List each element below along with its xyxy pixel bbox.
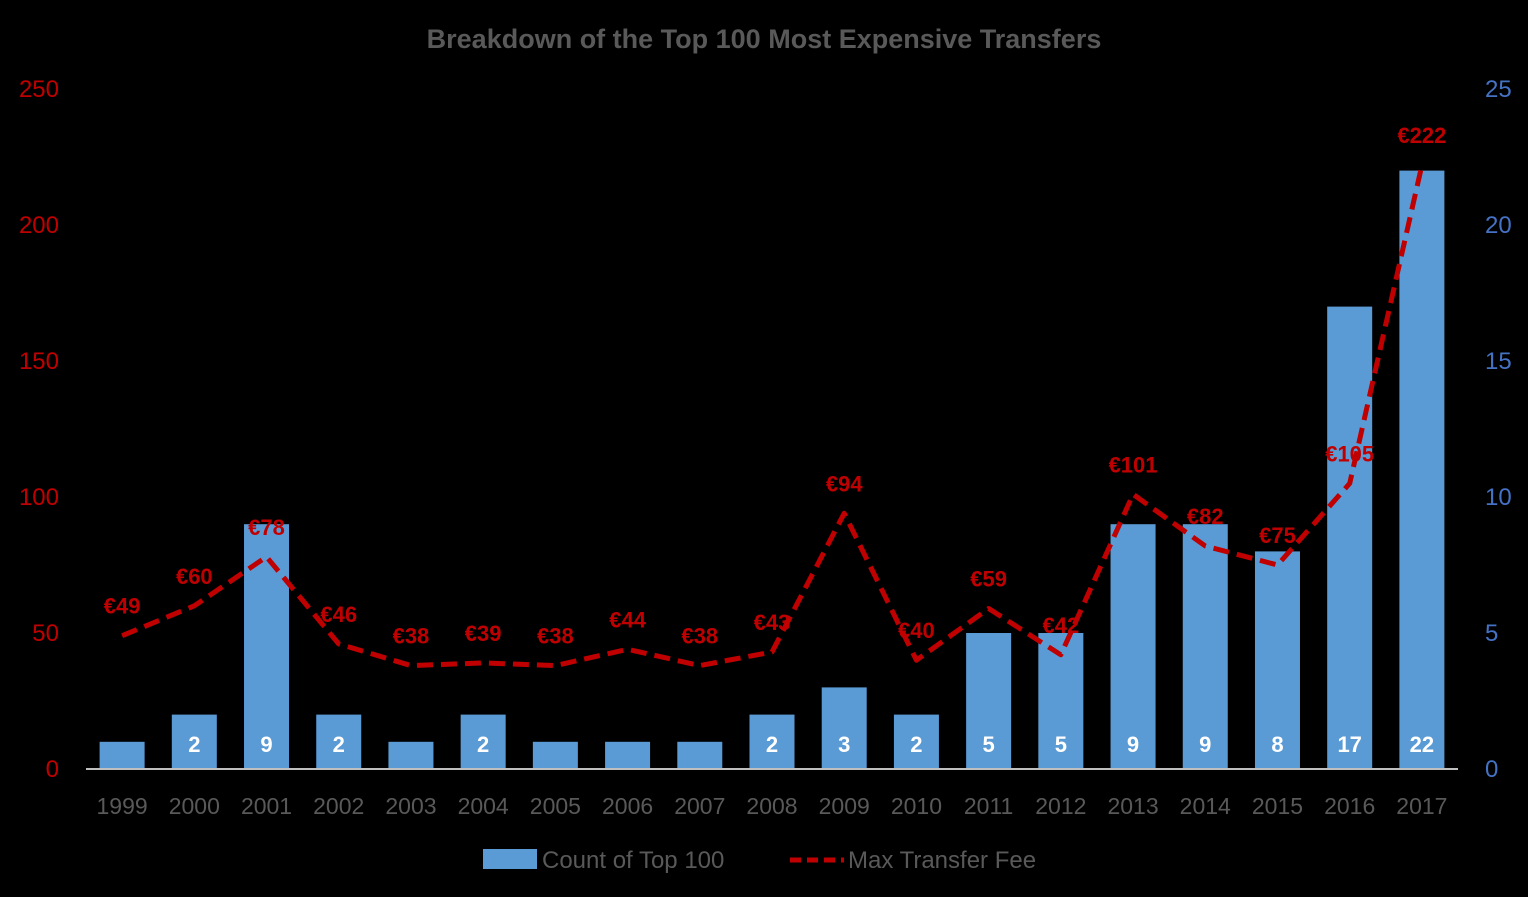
legend-bar-label: Count of Top 100 bbox=[542, 847, 724, 874]
right-y-axis: 0 5 10 15 20 25 bbox=[1485, 76, 1512, 783]
bar bbox=[99, 741, 145, 769]
legend: Count of Top 100 Max Transfer Fee bbox=[483, 847, 1036, 874]
line-data-label: €94 bbox=[826, 471, 863, 496]
bar bbox=[821, 687, 867, 769]
bar bbox=[749, 714, 795, 769]
x-tick-label: 2015 bbox=[1252, 793, 1303, 819]
x-tick-label: 2004 bbox=[458, 793, 509, 819]
bar-data-label: 2 bbox=[333, 732, 345, 757]
x-tick-label: 2002 bbox=[313, 793, 364, 819]
bar bbox=[171, 714, 217, 769]
line-data-label: €40 bbox=[898, 618, 935, 643]
x-tick-label: 2008 bbox=[746, 793, 797, 819]
x-tick-label: 2009 bbox=[819, 793, 870, 819]
bar-data-label: 2 bbox=[477, 732, 489, 757]
bar-data-label: 9 bbox=[1127, 732, 1139, 757]
right-y-tick-label: 0 bbox=[1485, 756, 1498, 783]
bar bbox=[1327, 306, 1373, 769]
line-data-label: €59 bbox=[970, 567, 1007, 592]
bar bbox=[893, 714, 939, 769]
right-y-tick-label: 15 bbox=[1485, 348, 1512, 375]
right-y-tick-label: 10 bbox=[1485, 484, 1512, 511]
x-tick-label: 2001 bbox=[241, 793, 292, 819]
x-tick-label: 2013 bbox=[1107, 793, 1158, 819]
bar-series bbox=[99, 170, 1445, 770]
x-tick-label: 2012 bbox=[1035, 793, 1086, 819]
line-data-label: €38 bbox=[537, 624, 574, 649]
bar-data-label: 5 bbox=[983, 732, 995, 757]
line-data-label: €222 bbox=[1397, 123, 1446, 148]
line-data-label: €39 bbox=[465, 621, 502, 646]
bar bbox=[316, 714, 362, 769]
line-data-labels: €49 €60 €78 €46 €38 €39 €38 €44 €38 €43 €94 €40 €59 €… bbox=[104, 123, 1447, 648]
left-y-tick-label: 0 bbox=[46, 756, 59, 783]
bar bbox=[532, 741, 578, 769]
x-tick-label: 2014 bbox=[1180, 793, 1231, 819]
line-data-label: €82 bbox=[1187, 504, 1224, 529]
left-y-tick-label: 150 bbox=[19, 348, 59, 375]
line-data-label: €101 bbox=[1109, 452, 1158, 477]
legend-bar-swatch bbox=[483, 849, 537, 869]
bar bbox=[460, 714, 506, 769]
line-data-label: €49 bbox=[104, 594, 141, 619]
bar-data-label: 2 bbox=[766, 732, 778, 757]
x-tick-label: 2003 bbox=[385, 793, 436, 819]
left-y-tick-label: 250 bbox=[19, 76, 59, 103]
bar-data-label: 2 bbox=[910, 732, 922, 757]
line-series bbox=[121, 164, 1425, 669]
bar-data-label: 8 bbox=[1271, 732, 1283, 757]
legend-line-label: Max Transfer Fee bbox=[848, 847, 1036, 874]
line-data-label: €42 bbox=[1042, 613, 1079, 638]
line-data-label: €43 bbox=[754, 610, 791, 635]
x-tick-label: 1999 bbox=[97, 793, 148, 819]
left-y-tick-label: 100 bbox=[19, 484, 59, 511]
bar bbox=[1182, 524, 1228, 769]
bar-data-labels: 2 9 2 2 2 3 2 5 5 9 9 8 17 22 bbox=[188, 732, 1434, 757]
bar bbox=[1254, 551, 1300, 769]
x-axis: 1999 2000 2001 2002 2003 2004 2005 2006 2007 2008… bbox=[97, 793, 1448, 819]
left-y-tick-label: 200 bbox=[19, 212, 59, 239]
left-y-axis: 0 50 100 150 200 250 bbox=[19, 76, 59, 783]
line-data-label: €38 bbox=[681, 624, 718, 649]
line-data-label: €38 bbox=[393, 624, 430, 649]
x-tick-label: 2016 bbox=[1324, 793, 1375, 819]
line-data-label: €105 bbox=[1325, 441, 1374, 466]
bar bbox=[1399, 170, 1445, 770]
bar-data-label: 17 bbox=[1337, 732, 1361, 757]
line-data-label: €75 bbox=[1259, 523, 1296, 548]
x-tick-label: 2007 bbox=[674, 793, 725, 819]
x-tick-label: 2005 bbox=[530, 793, 581, 819]
line-data-label: €44 bbox=[609, 607, 646, 632]
line-data-label: €78 bbox=[248, 515, 285, 540]
right-y-tick-label: 20 bbox=[1485, 212, 1512, 239]
line-data-label: €46 bbox=[320, 602, 357, 627]
chart-title: Breakdown of the Top 100 Most Expensive … bbox=[427, 24, 1102, 54]
bar bbox=[605, 741, 651, 769]
x-tick-label: 2000 bbox=[169, 793, 220, 819]
bar bbox=[388, 741, 434, 769]
x-tick-label: 2006 bbox=[602, 793, 653, 819]
x-tick-label: 2011 bbox=[964, 793, 1013, 819]
x-tick-label: 2017 bbox=[1396, 793, 1447, 819]
left-y-tick-label: 50 bbox=[32, 620, 59, 647]
bar bbox=[966, 633, 1012, 769]
right-y-tick-label: 25 bbox=[1485, 76, 1512, 103]
bar-data-label: 9 bbox=[1199, 732, 1211, 757]
bar bbox=[1110, 524, 1156, 769]
bar bbox=[677, 741, 723, 769]
line-data-label: €60 bbox=[176, 564, 213, 589]
max-transfer-fee-line bbox=[121, 164, 1425, 669]
right-y-tick-label: 5 bbox=[1485, 620, 1498, 647]
bar-data-label: 3 bbox=[838, 732, 850, 757]
bar-data-label: 2 bbox=[188, 732, 200, 757]
x-tick-label: 2010 bbox=[891, 793, 942, 819]
bar-data-label: 22 bbox=[1410, 732, 1434, 757]
bar-data-label: 9 bbox=[260, 732, 272, 757]
bar-data-label: 5 bbox=[1055, 732, 1067, 757]
